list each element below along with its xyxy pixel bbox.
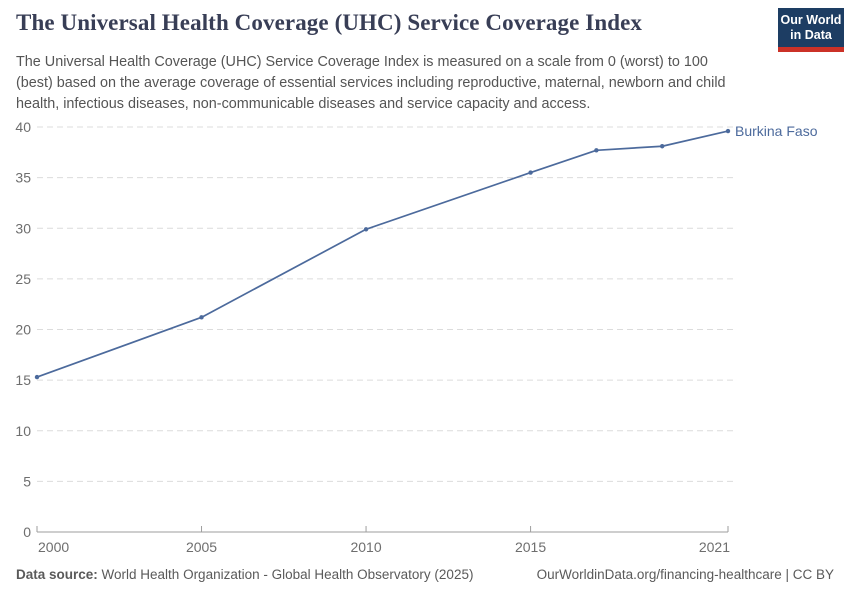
x-axis-label: 2005 [186, 539, 217, 555]
chart-footer: Data source: World Health Organization -… [16, 567, 834, 582]
series-label: Burkina Faso [735, 123, 818, 139]
owid-logo-line1: Our World [780, 12, 842, 27]
page-title: The Universal Health Coverage (UHC) Serv… [16, 10, 643, 35]
data-point [363, 227, 369, 232]
data-point [528, 170, 533, 175]
x-axis-label: 2010 [350, 539, 381, 555]
y-axis-label: 30 [15, 220, 31, 236]
x-axis-label: 2000 [38, 539, 69, 555]
data-point [594, 148, 599, 153]
y-axis-label: 20 [15, 322, 31, 338]
data-source: Data source: World Health Organization -… [16, 567, 473, 582]
data-point [34, 374, 40, 380]
chart-subtitle: The Universal Health Coverage (UHC) Serv… [16, 54, 726, 112]
data-source-label: Data source: [16, 567, 98, 582]
data-point [199, 315, 204, 320]
x-axis-label: 2015 [515, 539, 546, 555]
y-axis-label: 35 [15, 170, 31, 186]
data-source-text: World Health Organization - Global Healt… [97, 567, 474, 582]
y-axis-label: 15 [15, 372, 31, 388]
y-axis-label: 10 [15, 423, 31, 439]
owid-url-link[interactable]: OurWorldinData.org/financing-healthcare … [536, 567, 834, 582]
x-axis-label: 2021 [699, 539, 730, 555]
y-axis-label: 0 [23, 524, 31, 540]
owid-logo: Our World in Data [778, 8, 844, 52]
y-axis-label: 40 [15, 119, 31, 135]
data-point [659, 144, 665, 149]
y-axis-label: 25 [15, 271, 31, 287]
series-line [36, 130, 729, 378]
owid-logo-line2: in Data [790, 27, 832, 42]
y-axis-label: 5 [23, 473, 31, 489]
data-point [725, 128, 731, 134]
